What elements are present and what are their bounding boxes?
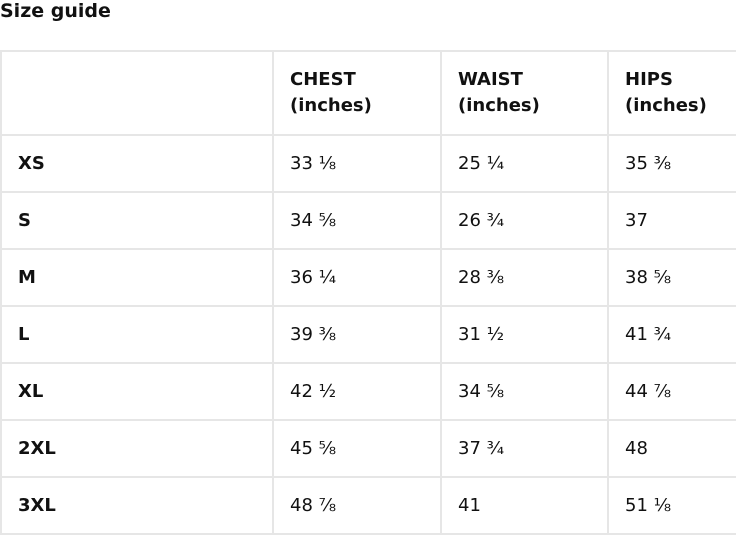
table-row: S 34 ⅝ 26 ¾ 37 [0, 191, 736, 250]
table-row: 3XL 48 ⅞ 41 51 ⅛ [0, 476, 736, 535]
table-row: 2XL 45 ⅝ 37 ¾ 48 [0, 419, 736, 478]
size-label: XL [0, 362, 274, 421]
chest-value: 34 ⅝ [272, 191, 442, 250]
column-header-line: (inches) [625, 95, 707, 116]
size-label: M [0, 248, 274, 307]
column-header: CHEST (inches) [272, 50, 442, 136]
column-header-line: (inches) [458, 95, 540, 116]
column-header-line: CHEST [290, 69, 356, 90]
size-label: 2XL [0, 419, 274, 478]
size-label: L [0, 305, 274, 364]
column-header: WAIST (inches) [440, 50, 609, 136]
waist-value: 34 ⅝ [440, 362, 609, 421]
table-row: XS 33 ⅛ 25 ¼ 35 ⅜ [0, 134, 736, 193]
column-header-line: HIPS [625, 69, 673, 90]
hips-value: 41 ¾ [607, 305, 736, 364]
waist-value: 37 ¾ [440, 419, 609, 478]
waist-value: 26 ¾ [440, 191, 609, 250]
waist-value: 41 [440, 476, 609, 535]
chest-value: 39 ⅜ [272, 305, 442, 364]
hips-value: 48 [607, 419, 736, 478]
waist-value: 31 ½ [440, 305, 609, 364]
column-header-line: WAIST [458, 69, 523, 90]
chest-value: 33 ⅛ [272, 134, 442, 193]
size-label: S [0, 191, 274, 250]
waist-value: 28 ⅜ [440, 248, 609, 307]
table-row: M 36 ¼ 28 ⅜ 38 ⅝ [0, 248, 736, 307]
column-header: HIPS (inches) [607, 50, 736, 136]
waist-value: 25 ¼ [440, 134, 609, 193]
hips-value: 35 ⅜ [607, 134, 736, 193]
chest-value: 36 ¼ [272, 248, 442, 307]
hips-value: 44 ⅞ [607, 362, 736, 421]
header-row: CHEST (inches) WAIST (inches) HIPS (inches) [0, 50, 736, 136]
hips-value: 51 ⅛ [607, 476, 736, 535]
size-table: CHEST (inches) WAIST (inches) HIPS (inches) X… [0, 50, 736, 535]
chest-value: 45 ⅝ [272, 419, 442, 478]
column-header-line: (inches) [290, 95, 372, 116]
size-label: 3XL [0, 476, 274, 535]
chest-value: 48 ⅞ [272, 476, 442, 535]
hips-value: 37 [607, 191, 736, 250]
table-row: L 39 ⅜ 31 ½ 41 ¾ [0, 305, 736, 364]
page-title: Size guide [0, 0, 111, 22]
hips-value: 38 ⅝ [607, 248, 736, 307]
chest-value: 42 ½ [272, 362, 442, 421]
column-header [0, 50, 274, 136]
size-label: XS [0, 134, 274, 193]
table-row: XL 42 ½ 34 ⅝ 44 ⅞ [0, 362, 736, 421]
